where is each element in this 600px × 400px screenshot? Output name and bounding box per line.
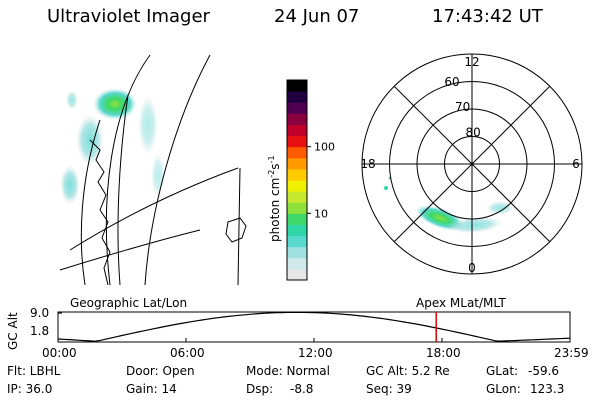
colorbar-tick-label: 10 (314, 207, 328, 220)
colorbar-cell (287, 168, 307, 181)
polar-spoke (471, 163, 551, 243)
info-dsp-value: -8.8 (290, 382, 314, 396)
altitude-tick-low: 1.8 (30, 324, 50, 338)
colorbar-cell (287, 257, 307, 270)
info-door: Door: Open (126, 364, 195, 378)
lat-label: 80 (466, 126, 481, 140)
colorbar-cell (287, 213, 307, 225)
lat-lon-grid (59, 54, 241, 285)
polar-spoke (393, 85, 473, 165)
lat-label: 70 (455, 100, 470, 114)
colorbar-cell (287, 146, 307, 159)
altitude-tick-high: 9.0 (30, 306, 50, 320)
time-label: 17:43:42 UT (432, 6, 543, 27)
colorbar-cell (287, 124, 307, 137)
lat-label: 60 (444, 75, 459, 89)
info-glat-label: GLat: (486, 364, 519, 378)
aurora-oval (384, 176, 514, 234)
mlt-label: 18 (360, 157, 375, 171)
geographic-image (59, 54, 247, 285)
info-gain: Gain: 14 (126, 382, 177, 396)
colorbar-cell (287, 268, 307, 281)
mlt-label: 6 (572, 157, 580, 171)
geographic-projection-label: Geographic Lat/Lon (70, 296, 188, 310)
info-mode: Mode: Normal (246, 364, 330, 378)
colorbar-cell (287, 135, 307, 148)
info-seq: Seq: 39 (366, 382, 412, 396)
colorbar-cell (287, 102, 307, 114)
polar-spoke (393, 163, 473, 243)
time-tick-1800: 18:00 (426, 346, 461, 360)
time-tick-2359: 23:59 (554, 346, 589, 360)
colorbar-cell (287, 246, 307, 259)
colorbar-label: photon cm-2s-1 (267, 155, 282, 242)
colorbar-cell (287, 180, 307, 192)
info-gc-alt: GC Alt: 5.2 Re (366, 364, 450, 378)
info-glon-value: 123.3 (530, 382, 565, 396)
mlt-label: 12 (464, 55, 479, 69)
time-tick-0600: 06:00 (170, 346, 205, 360)
info-dsp-label: Dsp: (246, 382, 274, 396)
instrument-title: Ultraviolet Imager (47, 6, 210, 27)
info-glat-value: -59.6 (528, 364, 560, 378)
colorbar-cell (287, 157, 307, 170)
altitude-plot (57, 311, 571, 343)
info-glon-label: GLon: (486, 382, 521, 396)
apex-projection-label: Apex MLat/MLT (416, 296, 506, 310)
altitude-axis-label: GC Alt (6, 312, 20, 350)
aurora-emission (60, 88, 165, 205)
info-filter: Flt: LBHL (7, 364, 61, 378)
colorbar-cell (287, 91, 307, 103)
colorbar: 100 10 (286, 79, 335, 281)
colorbar-cell (287, 191, 307, 203)
colorbar-cell (287, 202, 307, 214)
colorbar-tick-label: 100 (314, 141, 335, 154)
time-tick-1200: 12:00 (298, 346, 333, 360)
colorbar-cell (287, 113, 307, 125)
colorbar-cell (287, 80, 307, 92)
info-ip: IP: 36.0 (7, 382, 53, 396)
colorbar-cell (287, 224, 307, 237)
time-tick-0000: 00:00 (42, 346, 77, 360)
altitude-curve (57, 311, 571, 342)
colorbar-cell (287, 235, 307, 248)
date-label: 24 Jun 07 (274, 6, 360, 27)
mlt-label: 0 (468, 261, 476, 275)
polar-spoke (471, 85, 551, 165)
